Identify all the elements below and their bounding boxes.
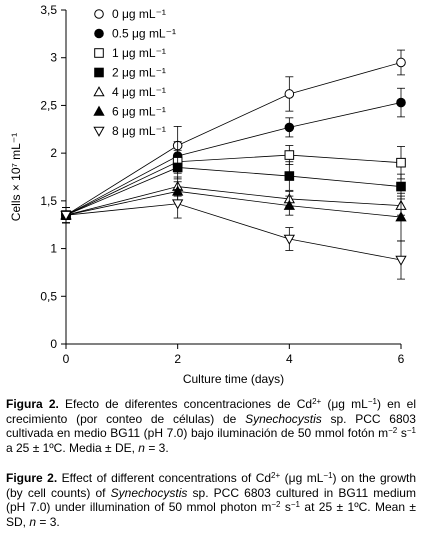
- data-point: [284, 122, 295, 133]
- series-line: [65, 186, 402, 216]
- legend-marker: [94, 28, 104, 39]
- caption-en-text4: sp. PCC 6803 cultured in BG11 medium (pH…: [6, 485, 416, 515]
- caption-english: Figure 2. Effect of different concentrat…: [6, 471, 416, 529]
- caption-en-text1: Effect of different concentrations of Cd: [61, 471, 272, 485]
- caption-es-n: n: [138, 440, 145, 455]
- data-point: [396, 97, 406, 108]
- caption-en-text5: s: [284, 500, 291, 515]
- y-tick-label: 2,5: [40, 98, 57, 112]
- caption-en-sup1: 2+: [271, 471, 281, 480]
- caption-es-sup4: −1: [406, 426, 416, 436]
- caption-es-label: Figura 2.: [6, 397, 59, 411]
- x-tick-label: 6: [398, 352, 405, 366]
- y-tick-label: 1: [50, 242, 57, 256]
- legend-marker: [93, 105, 105, 116]
- series-line: [65, 154, 402, 216]
- x-tick-label: 2: [174, 352, 181, 366]
- caption-en-sup3: −2: [271, 500, 281, 510]
- legend-label: 0.5 μg mL⁻¹: [112, 27, 176, 41]
- legend: 0 μg mL⁻¹ 0.5 μg mL⁻¹ 1 μg mL⁻¹ 2 μg mL⁻¹ 4 …: [93, 7, 176, 138]
- caption-spanish: Figura 2. Efecto de diferentes concentra…: [6, 397, 416, 455]
- legend-marker: [94, 9, 104, 19]
- series-line: [65, 167, 402, 216]
- y-tick-label: 2: [50, 146, 57, 160]
- y-tick-label: 1,5: [40, 194, 57, 208]
- caption-es-text6: a 25 ± 1ºC. Media ± DE,: [6, 440, 135, 455]
- data-point: [283, 234, 295, 245]
- y-tick-label: 0,5: [40, 289, 57, 303]
- series-4: [60, 176, 407, 224]
- y-tick-label: 3,5: [40, 3, 57, 17]
- caption-es-text2: (μg mL: [327, 397, 368, 411]
- data-point: [396, 157, 406, 168]
- legend-label: 2 μg mL⁻¹: [112, 66, 166, 80]
- caption-es-text4: sp. PCC 6803 cultivada en medio BG11 (pH…: [6, 411, 416, 441]
- data-point: [284, 150, 295, 160]
- data-point: [60, 210, 72, 221]
- caption-es-sup3: −2: [388, 426, 398, 436]
- caption-en-species: Synechocystis: [110, 485, 188, 500]
- series-6: [60, 189, 407, 280]
- caption-es-text1: Efecto de diferentes concentraciones de …: [65, 397, 313, 411]
- series-2: [61, 145, 406, 224]
- caption-en-label: Figure 2.: [6, 471, 58, 485]
- caption-en-text6: at 25 ± 1ºC. Mean ± SD,: [6, 500, 416, 529]
- x-tick-label: 0: [63, 352, 70, 366]
- legend-marker: [94, 67, 104, 78]
- series-line: [65, 102, 402, 216]
- caption-es-text7: = 3.: [148, 440, 169, 455]
- caption-es-species: Synechocystis: [245, 411, 322, 426]
- data-point: [283, 199, 295, 210]
- legend-label: 4 μg mL⁻¹: [112, 85, 166, 99]
- caption-en-sup4: −1: [290, 500, 300, 510]
- y-tick-label: 3: [50, 51, 57, 65]
- data-point: [284, 89, 295, 99]
- data-point: [396, 57, 406, 68]
- data-point: [395, 211, 407, 222]
- caption-es-sup2: −1: [367, 397, 377, 406]
- y-tick-label: 0: [50, 337, 57, 351]
- data-point: [396, 181, 406, 192]
- data-point: [172, 199, 184, 210]
- series-line: [65, 203, 402, 261]
- caption-en-text3: ) on the growth (by cell counts) of: [6, 471, 416, 500]
- data-point: [395, 255, 407, 266]
- series-line: [65, 190, 402, 218]
- data-point: [172, 162, 183, 173]
- x-axis-label: Culture time (days): [183, 372, 284, 386]
- legend-marker: [94, 48, 104, 58]
- y-axis-label: Cells × 10⁷ mL⁻¹: [9, 133, 23, 221]
- data-point: [284, 171, 295, 181]
- caption-es-text5: s: [400, 426, 407, 441]
- legend-label: 1 μg mL⁻¹: [112, 46, 166, 60]
- caption-en-text2: (μg mL: [284, 471, 324, 485]
- caption-es-sup1: 2+: [312, 397, 322, 406]
- series-line: [65, 62, 402, 216]
- x-tick-label: 4: [286, 352, 293, 366]
- caption-en-text7: = 3.: [39, 514, 60, 529]
- caption-en-sup2: −1: [323, 471, 333, 480]
- growth-chart: 0 0,5 1 1,5 2 2,5 3 3,5 0 2 4 6 Culture time (days) C…: [9, 3, 407, 386]
- chart-svg: 0 0,5 1 1,5 2 2,5 3 3,5 0 2 4 6 Culture time (days) C…: [9, 3, 407, 386]
- legend-label: 6 μg mL⁻¹: [112, 105, 166, 119]
- legend-label: 8 μg mL⁻¹: [112, 124, 166, 138]
- legend-marker: [93, 126, 105, 137]
- legend-label: 0 μg mL⁻¹: [112, 7, 166, 21]
- series-3: [61, 155, 406, 224]
- caption-es-text3: ) en el crecimiento (por conteo de célul…: [6, 397, 416, 426]
- legend-marker: [93, 86, 105, 97]
- caption-en-n: n: [29, 514, 37, 529]
